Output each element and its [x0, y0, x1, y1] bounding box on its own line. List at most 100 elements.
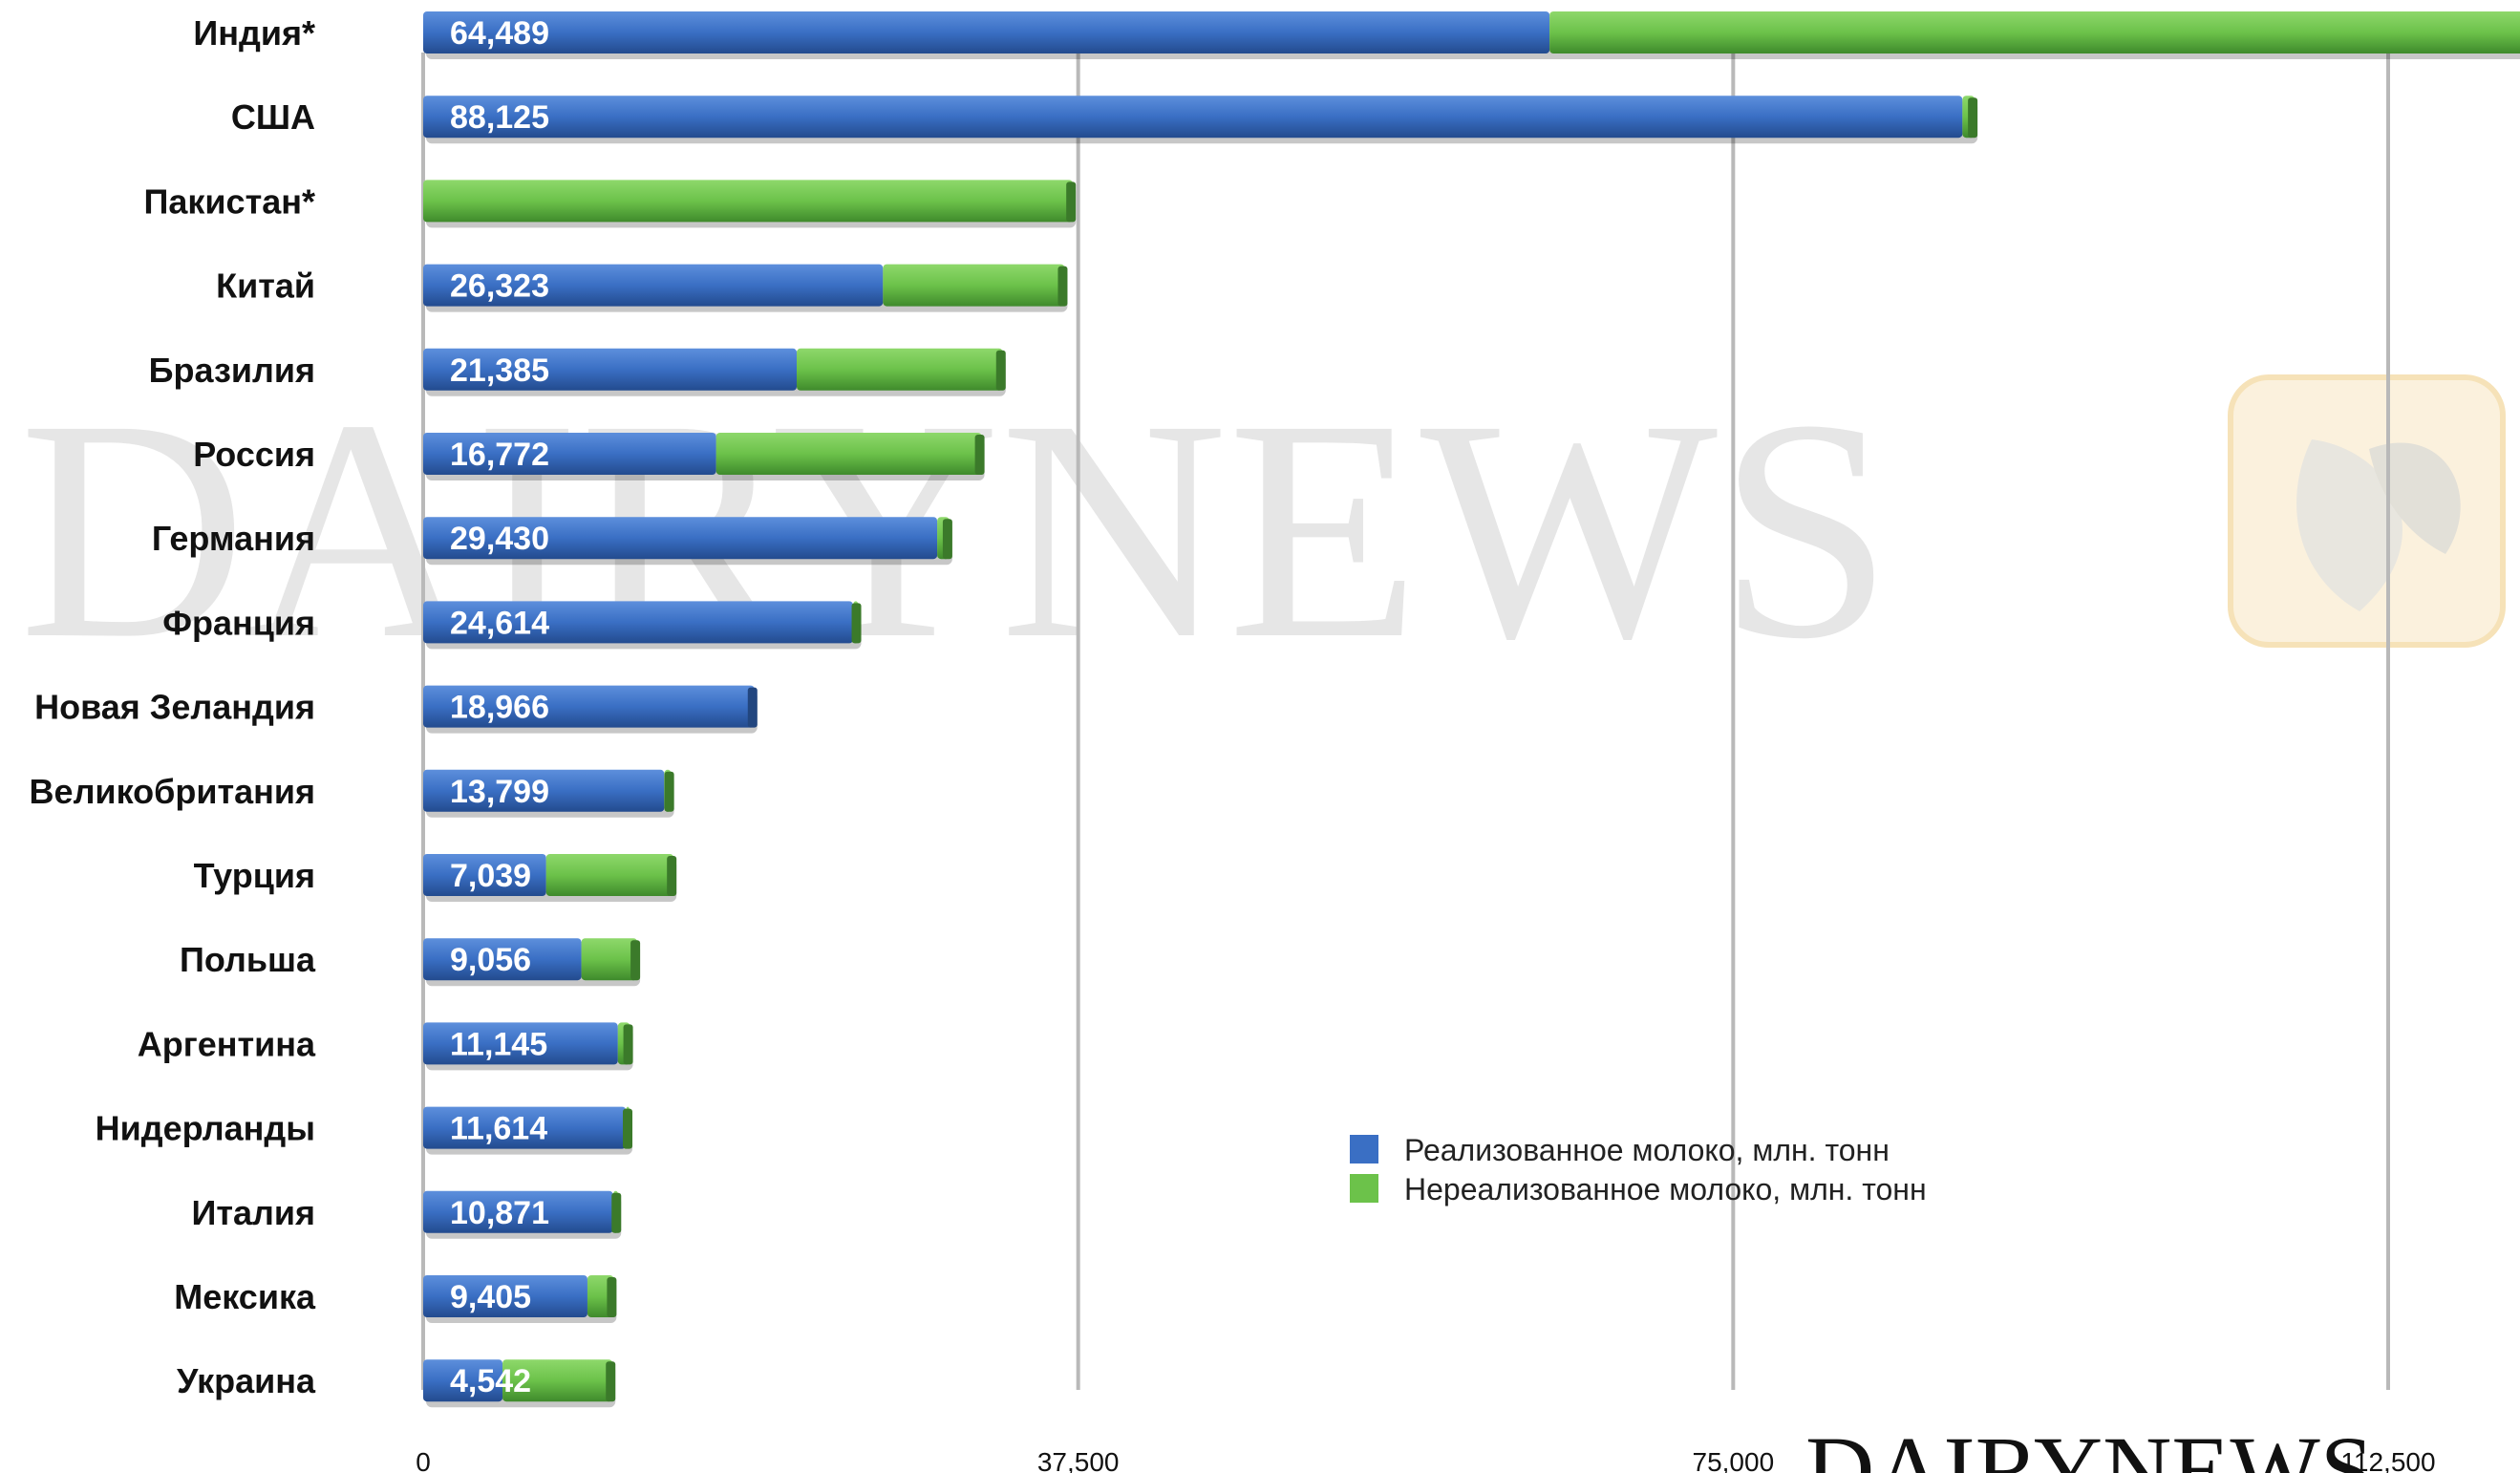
- bar-end-cap: [1968, 97, 1978, 139]
- bar-end-cap: [606, 1361, 616, 1402]
- bar-end-cap: [1066, 181, 1077, 223]
- legend-swatch-sold: [1350, 1135, 1378, 1163]
- bar-segment-sold: [423, 854, 546, 896]
- bar-segment-unsold: [423, 180, 1074, 223]
- bar-value-label: 11,145: [450, 1026, 547, 1062]
- bar-row: 88,125: [423, 96, 1978, 144]
- bar-end-cap: [607, 1277, 617, 1317]
- bar-segment-sold: [423, 1190, 613, 1233]
- bar-end-cap: [1057, 266, 1068, 307]
- bar-segment-sold: [423, 348, 798, 391]
- bar-end-cap: [611, 1192, 622, 1233]
- category-label: Мексика: [174, 1277, 316, 1316]
- bar-value-label: 18,966: [450, 690, 549, 726]
- bar-segment-sold: [423, 685, 755, 728]
- bar-row: 64,489: [423, 11, 2520, 59]
- bar-segment-unsold: [1549, 11, 2520, 53]
- bar-value-label: 4,542: [450, 1363, 531, 1399]
- bar-segment-sold: [423, 96, 1963, 139]
- category-label: Аргентина: [138, 1024, 316, 1063]
- bar-row: 11,145: [423, 1022, 633, 1071]
- bar-value-label: 24,614: [450, 605, 549, 641]
- bar-segment-sold: [423, 769, 665, 812]
- bar-value-label: 16,772: [450, 437, 549, 473]
- bar-row: 26,323: [423, 264, 1068, 312]
- watermark-leaf-icon: [2296, 439, 2403, 611]
- bar-row: 21,385: [423, 348, 1006, 396]
- bar-end-cap: [623, 1024, 633, 1065]
- x-tick-label: 112,500: [2340, 1447, 2435, 1473]
- bar-row: 7,039: [423, 854, 677, 902]
- bar-segment-unsold: [545, 854, 674, 896]
- category-label: Китай: [216, 267, 315, 306]
- bar-row: 9,056: [423, 938, 641, 987]
- bar-row: 4,542: [423, 1359, 616, 1408]
- bar-segment-unsold: [581, 938, 638, 981]
- watermark-leaf-icon-2: [2369, 442, 2461, 554]
- bar-segment-sold: [423, 1275, 587, 1317]
- bar-row: 10,871: [423, 1190, 622, 1239]
- category-labels: Индия* США Пакистан* Китай Бразилия Россия Гер…: [30, 13, 316, 1400]
- bar-end-cap: [664, 771, 674, 812]
- x-axis-ticks: 0 37,500 75,000 112,500: [416, 1447, 2435, 1473]
- category-label: Украина: [177, 1361, 316, 1400]
- category-label: Польша: [180, 940, 316, 979]
- watermark-text: DAIRYNEWS: [19, 355, 1893, 704]
- bar-end-cap: [942, 519, 952, 560]
- category-label: Франция: [162, 603, 315, 642]
- bar-segment-sold: [423, 938, 582, 981]
- bar-end-cap: [667, 856, 677, 896]
- bar-segment-unsold: [883, 264, 1065, 307]
- bar-end-cap: [974, 435, 985, 475]
- bar-row: 24,614: [423, 601, 862, 650]
- bar-value-label: 21,385: [450, 352, 549, 389]
- category-label: Индия*: [193, 13, 315, 53]
- bar-value-label: 9,056: [450, 942, 531, 978]
- category-label: Пакистан*: [144, 181, 315, 221]
- bar-value-label: 11,614: [450, 1111, 547, 1147]
- bar-row: 16,772: [423, 433, 985, 480]
- category-label: Великобритания: [30, 772, 315, 811]
- category-label: Бразилия: [149, 351, 315, 390]
- bar-segment-sold: [423, 601, 854, 644]
- bar-segment-sold: [423, 1022, 618, 1065]
- legend: Реализованное молоко, млн. тонн Нереализ…: [1350, 1133, 1927, 1206]
- category-label: США: [231, 97, 315, 137]
- bar-segment-sold: [423, 1359, 503, 1402]
- bar-row: 29,430: [423, 517, 952, 566]
- bar-row: 9,405: [423, 1275, 617, 1323]
- category-label: Россия: [193, 435, 315, 474]
- bar-segment-unsold: [715, 433, 982, 475]
- bar-value-label: 9,405: [450, 1279, 531, 1315]
- bar-end-cap: [851, 603, 862, 644]
- category-label: Турция: [194, 856, 315, 895]
- bar-end-cap: [995, 350, 1006, 391]
- bar-segment-sold: [423, 264, 884, 307]
- x-tick-label: 0: [416, 1447, 431, 1473]
- bar-value-label: 7,039: [450, 858, 531, 894]
- bar-row: 18,966: [423, 685, 758, 734]
- bar-value-label: 13,799: [450, 774, 549, 810]
- bar-value-label: 64,489: [450, 15, 549, 52]
- bar-segment-unsold: [797, 348, 1003, 391]
- category-label: Новая Зеландия: [34, 688, 315, 727]
- legend-label-sold: Реализованное молоко, млн. тонн: [1404, 1133, 1890, 1167]
- category-label: Германия: [152, 519, 315, 558]
- bar-segment-sold: [423, 11, 1550, 53]
- watermark-bottom-text: DAIRYNEWS: [1805, 1417, 2373, 1473]
- bar-value-label: 26,323: [450, 268, 549, 305]
- bar-row: 11,614: [423, 1106, 633, 1155]
- legend-swatch-unsold: [1350, 1174, 1378, 1203]
- bar-row: [423, 180, 1077, 228]
- category-label: Нидерланды: [96, 1109, 315, 1148]
- bar-end-cap: [623, 1108, 633, 1149]
- bar-value-label: 10,871: [450, 1195, 549, 1231]
- bar-row: 13,799: [423, 769, 674, 818]
- category-label: Италия: [191, 1193, 315, 1232]
- x-tick-label: 75,000: [1693, 1447, 1775, 1473]
- bar-value-label: 29,430: [450, 521, 549, 557]
- watermark: DAIRYNEWS DAIRYNEWS: [19, 355, 2506, 1473]
- legend-label-unsold: Нереализованное молоко, млн. тонн: [1404, 1172, 1927, 1206]
- x-tick-label: 37,500: [1037, 1447, 1120, 1473]
